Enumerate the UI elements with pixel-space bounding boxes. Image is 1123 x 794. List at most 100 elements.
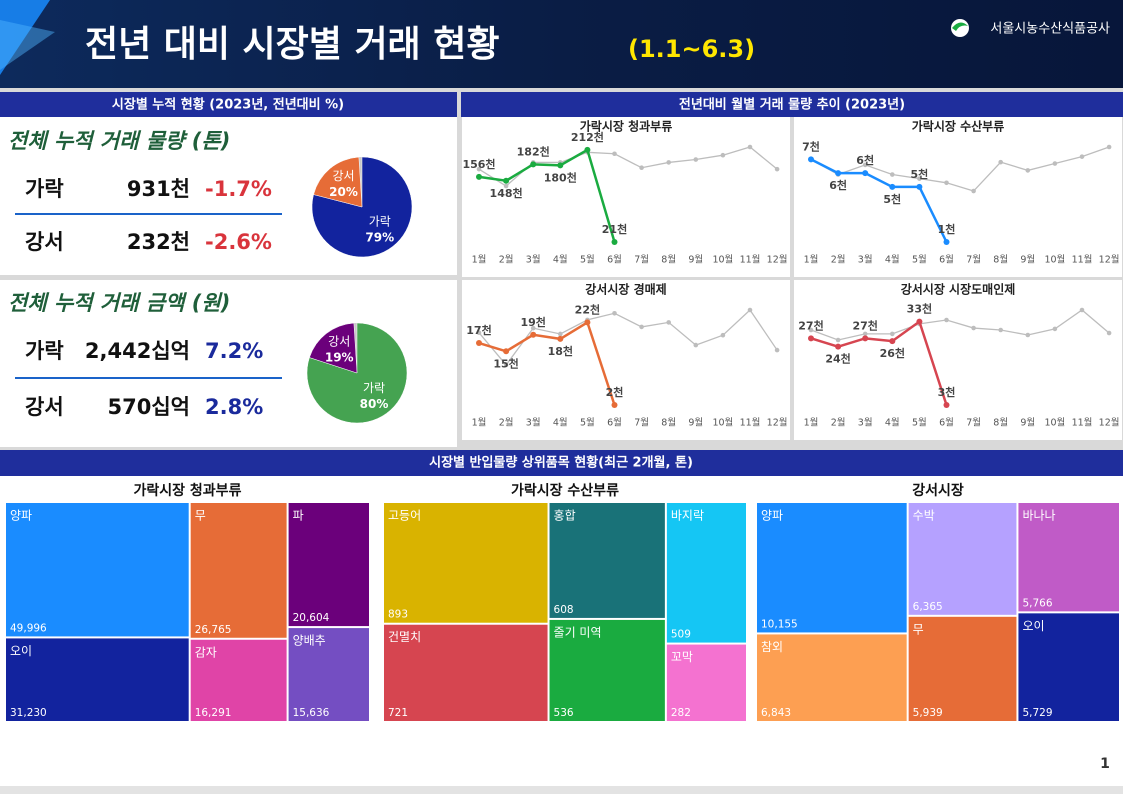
line-point	[530, 331, 537, 338]
x-tick-label: 8월	[661, 417, 676, 429]
x-tick-label: 7월	[966, 417, 981, 429]
pie-value-label: 80%	[360, 397, 389, 411]
x-tick-label: 2월	[499, 417, 514, 429]
line-chart-title: 강서시장 경매제	[585, 282, 666, 297]
data-label: 180천	[544, 170, 577, 184]
line-chart-bg	[794, 280, 1122, 440]
pie-category: 가락	[363, 381, 385, 395]
summary-title: 시장별 누적 현황 (2023년, 전년대비 %)	[112, 97, 344, 113]
treemap-title: 가락시장 수산부류	[511, 482, 619, 499]
x-tick-label: 9월	[688, 254, 703, 266]
line-point	[1079, 307, 1085, 313]
line-point	[747, 144, 753, 150]
amount-label: 931천	[127, 177, 190, 201]
summary-title-bar	[0, 92, 457, 117]
treemap-category: 참외	[761, 640, 783, 654]
data-label: 3천	[938, 385, 956, 399]
x-tick-label: 6월	[939, 254, 954, 266]
data-label: 182천	[517, 144, 550, 158]
x-tick-label: 4월	[553, 254, 568, 266]
data-label: 26천	[880, 346, 905, 360]
line-point	[557, 162, 564, 169]
treemap-category: 무	[913, 622, 924, 636]
treemap-cell	[288, 628, 369, 721]
treemap-category: 바나나	[1022, 509, 1055, 523]
market-label: 가락	[25, 339, 64, 363]
x-tick-label: 12월	[767, 417, 788, 429]
line-point	[835, 343, 842, 350]
line-series	[810, 146, 1110, 192]
treemap-cell	[1018, 613, 1119, 721]
line-point	[558, 331, 563, 337]
line-point	[916, 183, 923, 190]
line-point	[639, 324, 644, 330]
x-tick-label: 11월	[740, 417, 761, 429]
treemap-value-label: 15,636	[293, 707, 330, 719]
x-tick-label: 4월	[553, 417, 568, 429]
pie-slice	[311, 156, 413, 258]
line-point	[774, 347, 780, 353]
x-tick-label: 1월	[472, 254, 487, 266]
treemap-value-label: 20,604	[293, 612, 330, 624]
line-series	[810, 319, 948, 406]
treemap-category: 꼬막	[671, 650, 693, 664]
line-point	[916, 318, 923, 325]
org-name: 서울시농수산식품공사	[990, 22, 1110, 37]
x-tick-label: 2월	[831, 417, 846, 429]
line-point	[747, 307, 753, 313]
x-tick-label: 11월	[1072, 417, 1093, 429]
line-point	[612, 151, 617, 157]
line-point	[1025, 168, 1031, 173]
x-tick-label: 6월	[607, 417, 622, 429]
line-series	[478, 320, 616, 406]
pie-slice	[309, 322, 358, 374]
amount-label: 232천	[127, 230, 190, 254]
line-chart-title: 가락시장 수산부류	[912, 119, 1005, 134]
line-point	[720, 332, 726, 338]
line-point	[530, 161, 537, 168]
header-band	[0, 0, 1123, 88]
x-tick-label: 1월	[804, 417, 819, 429]
line-point	[835, 337, 841, 343]
line-point	[666, 160, 671, 165]
data-label: 156천	[462, 157, 495, 171]
line-point	[584, 319, 591, 326]
change-label: -1.7%	[205, 177, 272, 201]
treemap-cell	[384, 624, 548, 721]
line-point	[944, 317, 949, 323]
line-point	[1052, 326, 1058, 332]
line-point	[998, 327, 1003, 333]
line-point	[503, 362, 509, 368]
topitems-title-bar	[0, 450, 1123, 476]
data-label: 6천	[829, 178, 847, 192]
line-series	[478, 309, 778, 366]
treemap-value-label: 721	[388, 707, 408, 719]
treemap-category: 오이	[1022, 619, 1044, 633]
treemap-cell	[908, 616, 1017, 721]
pie-category: 강서	[328, 335, 350, 349]
treemap-category: 양배추	[293, 634, 326, 648]
pie-category: 강서	[332, 169, 354, 183]
treemap-cell	[288, 503, 369, 627]
data-label: 212천	[571, 130, 604, 144]
x-tick-label: 12월	[1099, 254, 1120, 266]
line-point	[943, 402, 950, 408]
treemap-value-label: 6,365	[913, 601, 943, 613]
x-tick-label: 9월	[1020, 417, 1035, 429]
line-series	[810, 158, 948, 243]
data-label: 33천	[907, 302, 932, 316]
x-tick-label: 3월	[858, 254, 873, 266]
x-tick-label: 5월	[580, 254, 595, 266]
section-heading: 전체 누적 거래 금액 (원)	[8, 291, 230, 315]
x-tick-label: 4월	[885, 254, 900, 266]
data-label: 24천	[825, 352, 850, 366]
x-tick-label: 4월	[885, 417, 900, 429]
data-label: 18천	[548, 344, 573, 358]
data-label: 6천	[856, 153, 874, 167]
trend-title: 전년대비 월별 거래 물량 추이 (2023년)	[679, 97, 905, 113]
treemap-category: 오이	[10, 644, 32, 658]
line-point	[890, 172, 895, 177]
line-point	[862, 331, 868, 337]
amount-label: 2,442십억	[85, 339, 190, 363]
